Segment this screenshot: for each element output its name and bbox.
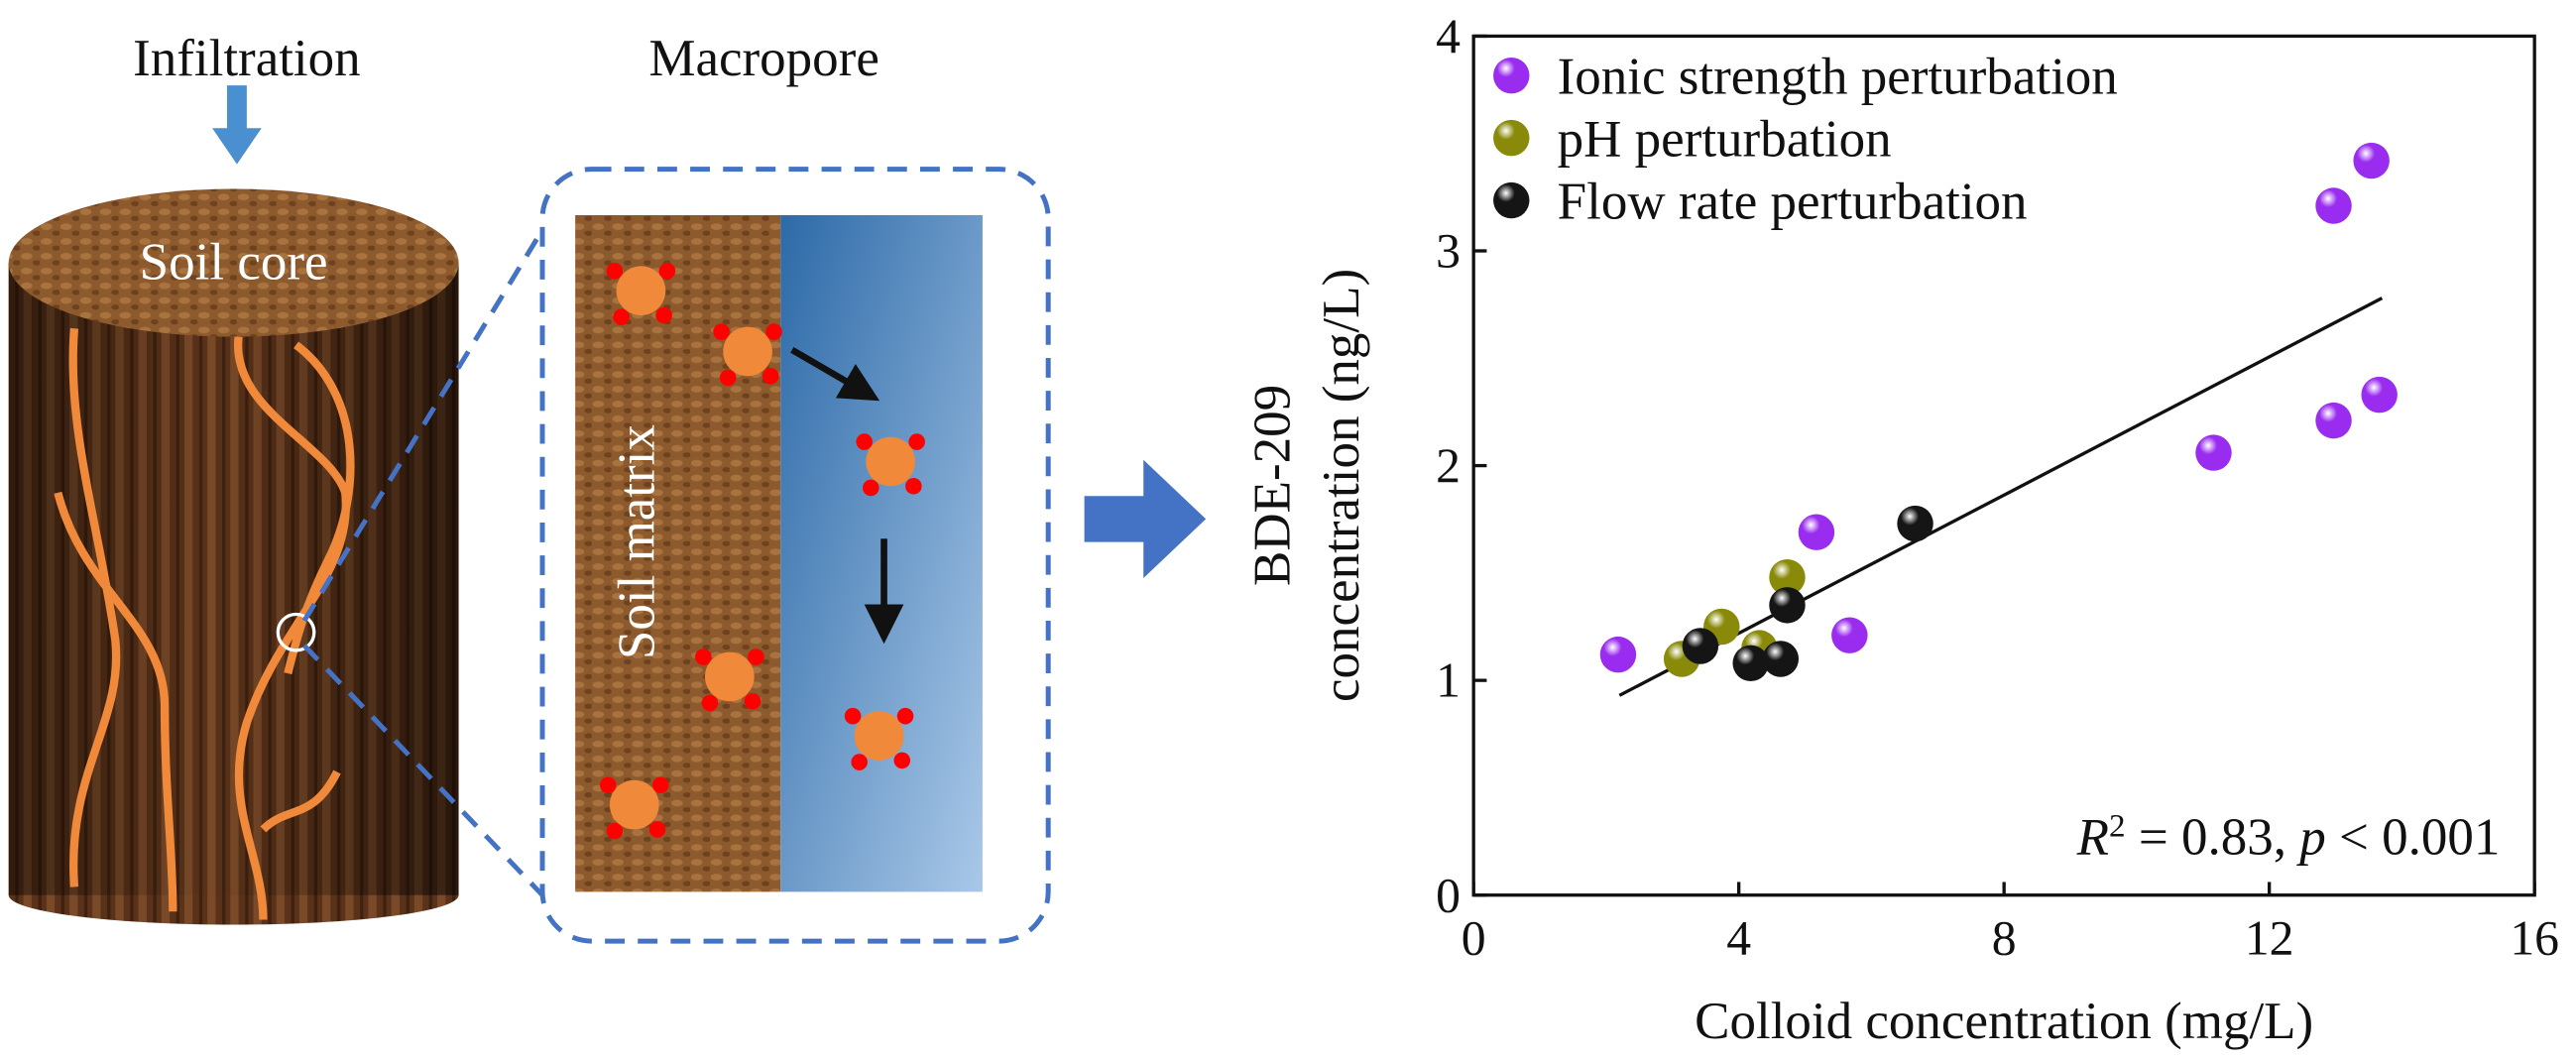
legend-marker	[1493, 181, 1530, 219]
y-axis-label: BDE-209	[1244, 385, 1302, 586]
scatter-point	[1599, 636, 1637, 673]
legend-marker	[1493, 119, 1530, 157]
big-arrow	[1084, 459, 1207, 579]
soil-diagram: Infiltration Macropore Soil core Soil ma…	[8, 30, 1207, 944]
legend-marker	[1493, 57, 1530, 94]
zoom-frame	[301, 167, 1051, 944]
zoom-circle	[276, 612, 316, 652]
x-tick-label: 8	[1992, 910, 2017, 965]
infiltration-label: Infiltration	[133, 30, 361, 87]
scatter-point	[2195, 434, 2232, 471]
legend-label: pH perturbation	[1558, 110, 1892, 168]
scatter-point	[1769, 587, 1806, 624]
scatter-point	[1769, 558, 1806, 596]
scatter-point	[2315, 402, 2352, 439]
annotation-part: R	[2076, 808, 2109, 866]
annotation-part: 2	[2109, 807, 2126, 844]
scatter-point	[1762, 641, 1800, 677]
annotation: R2 = 0.83, p < 0.001	[2076, 807, 2501, 867]
transport-arrows	[790, 346, 904, 645]
preferential-paths	[54, 327, 355, 920]
fit-line	[1618, 296, 2384, 697]
scatter-point	[1897, 505, 1933, 542]
x-tick-label: 12	[2245, 910, 2294, 965]
scatter-point	[1682, 628, 1719, 664]
scatter-point	[2361, 376, 2398, 413]
y-tick-label: 3	[1436, 224, 1461, 279]
y-tick-label: 2	[1436, 438, 1461, 493]
y-tick-label: 1	[1436, 653, 1461, 708]
scatter-point	[2353, 142, 2390, 179]
infiltration-arrow	[212, 85, 262, 165]
y-axis-label: concentration (ng/L)	[1313, 269, 1370, 702]
macropore-label: Macropore	[648, 30, 879, 87]
annotation-part: = 0.83,	[2126, 808, 2300, 866]
scatter-point	[1732, 645, 1769, 682]
scatter-point	[1798, 514, 1835, 550]
scatter-point	[2315, 187, 2352, 224]
annotation-part: p	[2295, 808, 2326, 866]
annotation-part: < 0.001	[2326, 808, 2501, 866]
x-tick-label: 4	[1726, 910, 1751, 965]
y-tick-label: 0	[1436, 868, 1461, 922]
legend-label: Flow rate perturbation	[1558, 173, 2028, 230]
x-tick-label: 16	[2510, 910, 2559, 965]
legend-label: Ionic strength perturbation	[1558, 48, 2118, 105]
x-tick-label: 0	[1462, 910, 1486, 965]
core-top	[8, 188, 459, 337]
scatter-point	[1831, 617, 1868, 653]
x-axis-label: Colloid concentration (mg/L)	[1695, 993, 2313, 1050]
y-tick-label: 4	[1436, 9, 1461, 63]
soil-matrix-label: Soil matrix	[609, 424, 666, 659]
soil-core-label: Soil core	[140, 234, 328, 292]
